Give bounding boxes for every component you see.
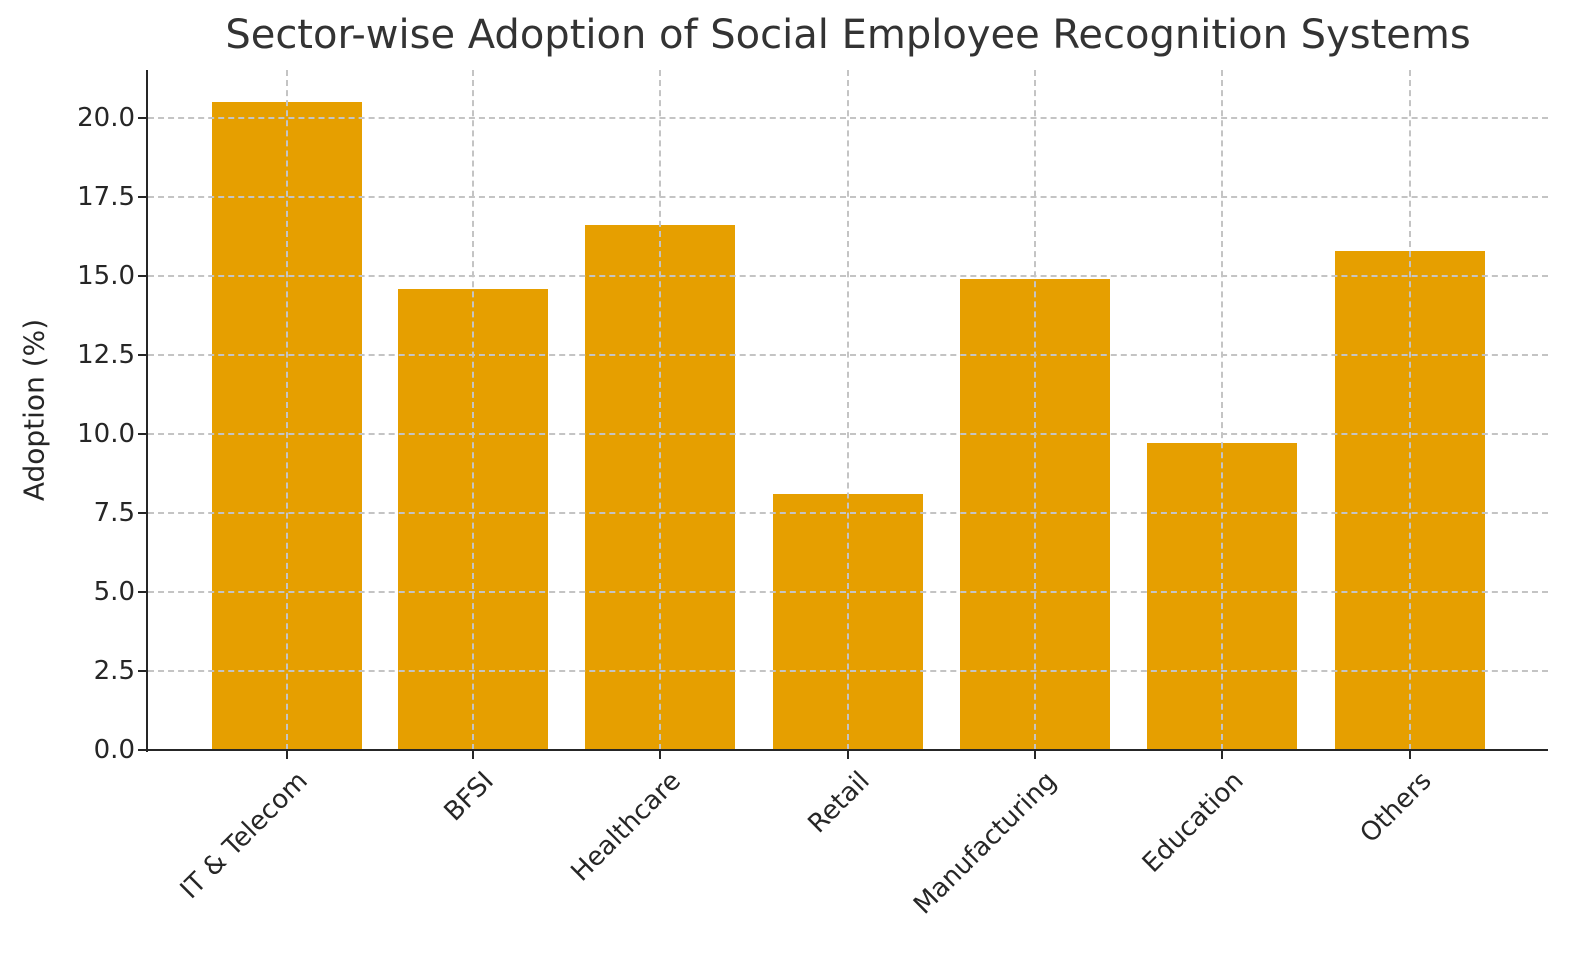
- y-tick-mark: [138, 670, 146, 672]
- x-tick-label: Others: [1354, 766, 1438, 849]
- x-tick-label: IT & Telecom: [174, 766, 314, 905]
- x-tick-label: BFSI: [438, 766, 500, 828]
- x-tick-label: Healthcare: [565, 766, 687, 888]
- y-tick-label: 0.0: [93, 735, 135, 765]
- x-tick-mark: [659, 751, 661, 759]
- y-tick-mark: [138, 749, 146, 751]
- x-tick-mark: [1221, 751, 1223, 759]
- x-tick-label: Education: [1136, 766, 1250, 879]
- plot-area: [148, 70, 1548, 750]
- y-tick-label: 5.0: [93, 577, 135, 607]
- y-axis-title: Adoption (%): [17, 318, 51, 502]
- x-tick-mark: [1409, 751, 1411, 759]
- chart-title: Sector-wise Adoption of Social Employee …: [225, 12, 1471, 58]
- y-tick-mark: [138, 433, 146, 435]
- y-tick-mark: [138, 196, 146, 198]
- x-tick-label: Manufacturing: [908, 766, 1063, 921]
- gridline-vertical: [847, 70, 849, 750]
- x-tick-mark: [1034, 751, 1036, 759]
- y-tick-label: 15.0: [77, 261, 135, 291]
- y-tick-label: 7.5: [93, 498, 135, 528]
- x-tick-mark: [847, 751, 849, 759]
- y-tick-label: 2.5: [93, 656, 135, 686]
- y-tick-mark: [138, 275, 146, 277]
- x-tick-label: Retail: [802, 766, 876, 840]
- gridline-vertical: [1034, 70, 1036, 750]
- y-tick-mark: [138, 354, 146, 356]
- gridline-vertical: [1221, 70, 1223, 750]
- y-tick-mark: [138, 117, 146, 119]
- x-tick-mark: [472, 751, 474, 759]
- x-tick-mark: [286, 751, 288, 759]
- y-tick-label: 10.0: [77, 419, 135, 449]
- gridline-vertical: [659, 70, 661, 750]
- y-tick-label: 17.5: [77, 182, 135, 212]
- y-tick-label: 12.5: [77, 340, 135, 370]
- y-tick-mark: [138, 591, 146, 593]
- gridline-vertical: [286, 70, 288, 750]
- y-tick-mark: [138, 512, 146, 514]
- gridline-vertical: [1409, 70, 1411, 750]
- y-axis-line: [146, 70, 148, 752]
- x-axis-line: [146, 749, 1548, 751]
- y-tick-label: 20.0: [77, 103, 135, 133]
- gridline-vertical: [472, 70, 474, 750]
